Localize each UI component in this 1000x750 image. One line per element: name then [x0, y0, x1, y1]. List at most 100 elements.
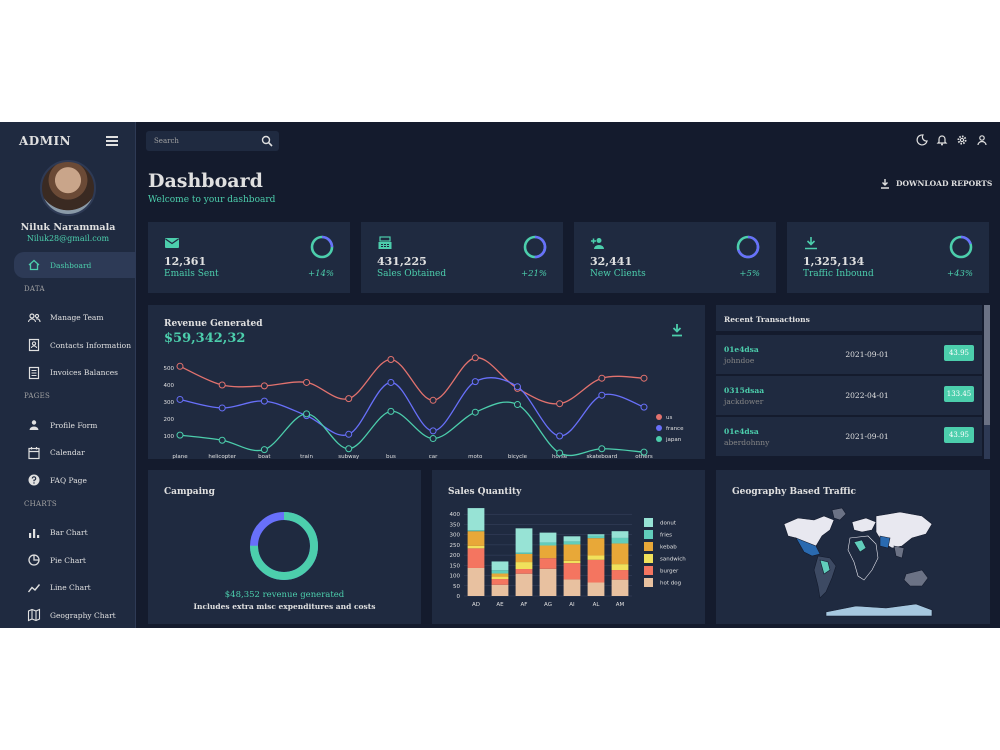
data-point-japan[interactable] — [176, 431, 184, 439]
data-point-japan[interactable] — [260, 446, 268, 454]
bar-segment-burger[interactable] — [611, 570, 629, 580]
scrollbar[interactable] — [984, 305, 990, 459]
bar-segment-donut[interactable] — [587, 534, 605, 536]
data-point-japan[interactable] — [345, 445, 353, 453]
bar-segment-sandwich[interactable] — [491, 576, 509, 580]
sidebar-item-pie-chart[interactable]: Pie Chart — [14, 547, 136, 573]
bar-segment-kebab[interactable] — [611, 543, 629, 565]
bar-segment-kebab[interactable] — [491, 573, 509, 577]
data-point-france[interactable] — [176, 395, 184, 403]
data-point-france[interactable] — [387, 378, 395, 386]
sidebar-item-invoices-balances[interactable]: Invoices Balances — [14, 360, 136, 386]
bar-segment-hot-dog[interactable] — [491, 584, 509, 596]
bar-segment-sandwich[interactable] — [467, 545, 485, 549]
bar-segment-donut[interactable] — [515, 528, 533, 553]
bar-segment-kebab[interactable] — [587, 538, 605, 556]
data-point-japan[interactable] — [513, 401, 521, 409]
bar-segment-donut[interactable] — [611, 531, 629, 538]
download-icon[interactable] — [671, 323, 683, 337]
data-point-france[interactable] — [218, 404, 226, 412]
bar-segment-hot-dog[interactable] — [467, 567, 485, 596]
bar-segment-fries[interactable] — [491, 570, 509, 574]
settings-icon[interactable] — [956, 134, 968, 146]
data-point-france[interactable] — [640, 403, 648, 411]
data-point-japan[interactable] — [598, 445, 606, 453]
bar-segment-hot-dog[interactable] — [515, 573, 533, 596]
bar-segment-hot-dog[interactable] — [611, 579, 629, 596]
download-reports-button[interactable]: DOWNLOAD REPORTS — [880, 176, 992, 190]
user-icon[interactable] — [976, 134, 988, 146]
sidebar-item-dashboard[interactable]: Dashboard — [14, 252, 136, 278]
data-point-us[interactable] — [429, 396, 437, 404]
y-tick-label: 300 — [164, 400, 175, 406]
bar-segment-sandwich[interactable] — [611, 564, 629, 571]
sidebar-item-faq-page[interactable]: FAQ Page — [14, 467, 136, 493]
data-point-france[interactable] — [556, 432, 564, 440]
bar-segment-sandwich[interactable] — [515, 562, 533, 570]
data-point-us[interactable] — [176, 362, 184, 370]
legend-marker — [656, 425, 662, 431]
search-icon[interactable] — [261, 135, 273, 147]
bar-segment-kebab[interactable] — [539, 545, 557, 559]
data-point-france[interactable] — [513, 383, 521, 391]
notifications-icon[interactable] — [936, 134, 948, 146]
data-point-japan[interactable] — [556, 449, 564, 457]
data-point-france[interactable] — [260, 397, 268, 405]
sidebar-item-geography-chart[interactable]: Geography Chart — [14, 602, 136, 628]
bar-segment-burger[interactable] — [539, 558, 557, 569]
search-input[interactable]: Search — [154, 137, 179, 145]
data-point-france[interactable] — [429, 427, 437, 435]
dark-mode-icon[interactable] — [916, 134, 928, 146]
bar-segment-hot-dog[interactable] — [539, 568, 557, 596]
bar-segment-burger[interactable] — [563, 563, 581, 580]
data-point-japan[interactable] — [218, 436, 226, 444]
data-point-japan[interactable] — [387, 407, 395, 415]
data-point-us[interactable] — [345, 395, 353, 403]
bar-segment-burger[interactable] — [587, 559, 605, 583]
sidebar-item-calendar[interactable]: Calendar — [14, 440, 136, 466]
bar-segment-hot-dog[interactable] — [587, 582, 605, 596]
bar-segment-fries[interactable] — [611, 537, 629, 544]
bar-segment-donut[interactable] — [539, 532, 557, 543]
bar-segment-burger[interactable] — [515, 569, 533, 574]
bar-segment-sandwich[interactable] — [563, 560, 581, 564]
menu-icon[interactable] — [106, 136, 118, 146]
data-point-us[interactable] — [556, 400, 564, 408]
bar-segment-fries[interactable] — [587, 535, 605, 539]
sidebar-item-bar-chart[interactable]: Bar Chart — [14, 520, 136, 546]
bar-segment-donut[interactable] — [491, 561, 509, 571]
bar-segment-kebab[interactable] — [563, 544, 581, 561]
data-point-france[interactable] — [471, 378, 479, 386]
bar-segment-fries[interactable] — [515, 552, 533, 554]
data-point-france[interactable] — [598, 391, 606, 399]
sidebar-item-manage-team[interactable]: Manage Team — [14, 305, 136, 331]
bar-segment-donut[interactable] — [563, 536, 581, 542]
bar-segment-sandwich[interactable] — [587, 555, 605, 560]
sidebar-item-line-chart[interactable]: Line Chart — [14, 575, 136, 601]
data-point-us[interactable] — [598, 374, 606, 382]
bar-segment-burger[interactable] — [467, 548, 485, 568]
bar-segment-donut[interactable] — [467, 508, 485, 531]
sidebar-item-profile-form[interactable]: Profile Form — [14, 412, 136, 438]
search-bar[interactable]: Search — [146, 131, 279, 151]
data-point-japan[interactable] — [303, 410, 311, 418]
bar-segment-kebab[interactable] — [467, 531, 485, 546]
bar-segment-fries[interactable] — [563, 541, 581, 545]
data-point-us[interactable] — [640, 374, 648, 382]
data-point-japan[interactable] — [640, 448, 648, 456]
data-point-us[interactable] — [303, 378, 311, 386]
data-point-us[interactable] — [218, 381, 226, 389]
scrollbar-thumb[interactable] — [984, 305, 990, 425]
data-point-france[interactable] — [345, 430, 353, 438]
data-point-us[interactable] — [260, 382, 268, 390]
bar-segment-burger[interactable] — [491, 579, 509, 585]
data-point-japan[interactable] — [429, 435, 437, 443]
data-point-japan[interactable] — [471, 408, 479, 416]
bar-segment-fries[interactable] — [467, 530, 485, 532]
data-point-us[interactable] — [387, 356, 395, 363]
bar-segment-kebab[interactable] — [515, 553, 533, 563]
data-point-us[interactable] — [471, 354, 479, 362]
bar-segment-fries[interactable] — [539, 542, 557, 546]
sidebar-item-contacts-information[interactable]: Contacts Information — [14, 332, 136, 358]
bar-segment-hot-dog[interactable] — [563, 579, 581, 596]
